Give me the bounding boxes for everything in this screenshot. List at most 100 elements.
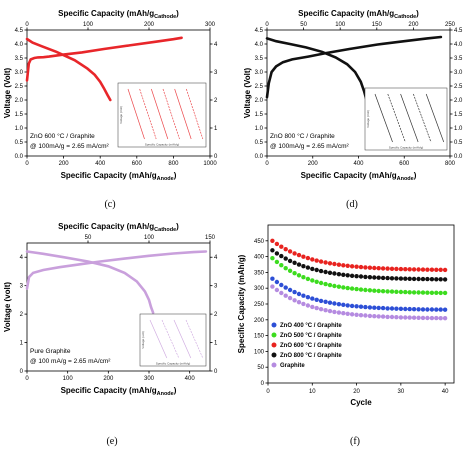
data-point xyxy=(398,306,404,311)
data-point xyxy=(394,289,399,294)
data-point xyxy=(323,269,328,275)
inset-cycle-line xyxy=(139,88,157,140)
data-point xyxy=(358,287,364,292)
data-point xyxy=(438,267,443,272)
top-x-tick-label: 250 xyxy=(445,22,456,28)
data-point xyxy=(310,296,315,301)
data-point xyxy=(274,259,280,265)
top-x-tick-label: 200 xyxy=(144,22,155,28)
y-tick-label: 350 xyxy=(254,270,265,276)
inset-frame xyxy=(117,82,207,148)
data-point xyxy=(367,265,373,270)
top-x-tick-label: 0 xyxy=(265,22,269,28)
y-tick-label: 4.5 xyxy=(15,28,24,34)
inset-frame xyxy=(139,313,207,367)
data-point xyxy=(434,277,439,282)
annotation-text: Pure Graphite xyxy=(30,348,71,355)
data-point xyxy=(327,300,333,305)
data-point xyxy=(287,287,293,293)
data-point xyxy=(349,264,355,269)
legend-label: ZnO 500 °C / Graphite xyxy=(280,333,342,339)
inset-cycle-line xyxy=(186,88,204,140)
data-point xyxy=(292,289,297,295)
data-point xyxy=(292,251,297,256)
data-point xyxy=(349,303,355,309)
data-point xyxy=(420,290,426,295)
inset-y-label: Voltage (volt) xyxy=(141,331,145,349)
annotation-text: @ 100mA/g = 2.65 mA/cm² xyxy=(270,143,350,150)
top-x-axis-label: Specific Capacity (mAh/gCathode) xyxy=(298,9,419,20)
top-x-tick-label: 100 xyxy=(335,22,346,28)
data-point xyxy=(270,276,275,281)
right-y-tick-label: 1.0 xyxy=(454,126,463,132)
y-tick-label: 4 xyxy=(20,255,24,261)
legend-label: Graphite xyxy=(280,363,305,369)
right-y-tick-label: 3.5 xyxy=(454,56,463,62)
inset-cycle-line xyxy=(127,88,145,140)
right-y-tick-label: 4 xyxy=(214,255,218,261)
inset-cycle-line xyxy=(161,319,180,359)
data-point xyxy=(341,285,346,290)
data-point xyxy=(434,267,439,272)
data-point xyxy=(411,315,417,320)
data-point xyxy=(301,264,306,269)
data-point xyxy=(429,315,435,321)
data-point xyxy=(279,253,284,259)
data-point xyxy=(310,257,315,262)
x-axis-label: Specific Capacity (mAh/gAnode) xyxy=(301,171,417,182)
data-point xyxy=(279,282,284,288)
data-point xyxy=(305,265,311,270)
data-point xyxy=(283,266,288,271)
data-point xyxy=(438,277,443,282)
x-tick-label: 400 xyxy=(353,161,364,167)
data-point xyxy=(394,276,399,281)
data-point xyxy=(296,262,302,267)
legend-label: ZnO 600 °C / Graphite xyxy=(280,343,342,349)
data-point xyxy=(407,290,412,295)
top-x-tick-label: 50 xyxy=(300,22,307,28)
data-point xyxy=(279,290,284,296)
data-point xyxy=(372,305,377,310)
y-tick-label: 3 xyxy=(20,284,24,290)
data-point xyxy=(305,276,311,282)
right-y-tick-label: 1 xyxy=(214,341,218,347)
y-tick-label: 4.0 xyxy=(15,42,24,48)
inset-cycle-line xyxy=(162,88,180,140)
y-axis-label: Voltage (Volt) xyxy=(3,67,12,118)
data-point xyxy=(345,273,350,278)
data-point xyxy=(363,304,368,310)
data-point xyxy=(305,303,311,308)
data-point xyxy=(292,260,297,265)
data-point xyxy=(403,289,408,295)
data-point xyxy=(345,303,350,308)
inset-cycle-line xyxy=(151,88,169,140)
y-tick-label: 0 xyxy=(20,369,24,375)
data-point xyxy=(274,241,280,247)
x-tick-label: 400 xyxy=(185,376,196,382)
data-point xyxy=(416,290,421,295)
x-tick-label: 800 xyxy=(168,161,179,167)
data-point xyxy=(420,307,426,312)
right-y-tick-label: 0 xyxy=(214,154,218,160)
data-point xyxy=(411,290,417,295)
top-x-tick-label: 100 xyxy=(83,22,94,28)
data-point xyxy=(407,306,412,312)
data-point xyxy=(310,304,315,310)
data-point xyxy=(336,262,342,267)
inset-cycle-line xyxy=(173,319,192,359)
data-point xyxy=(287,268,293,273)
data-point xyxy=(332,283,337,289)
y-tick-label: 0.5 xyxy=(255,140,264,146)
data-point xyxy=(372,314,377,319)
right-y-tick-label: 2.0 xyxy=(454,98,463,104)
plot-frame xyxy=(26,242,211,372)
inset-y-label: Voltage (Volt) xyxy=(119,106,123,124)
data-point xyxy=(270,256,275,261)
x-tick-label: 0 xyxy=(25,376,29,382)
y-tick-label: 150 xyxy=(254,334,265,340)
y-tick-label: 1.5 xyxy=(15,112,24,118)
data-point xyxy=(345,311,350,316)
data-point xyxy=(372,265,377,271)
data-point xyxy=(274,287,280,293)
